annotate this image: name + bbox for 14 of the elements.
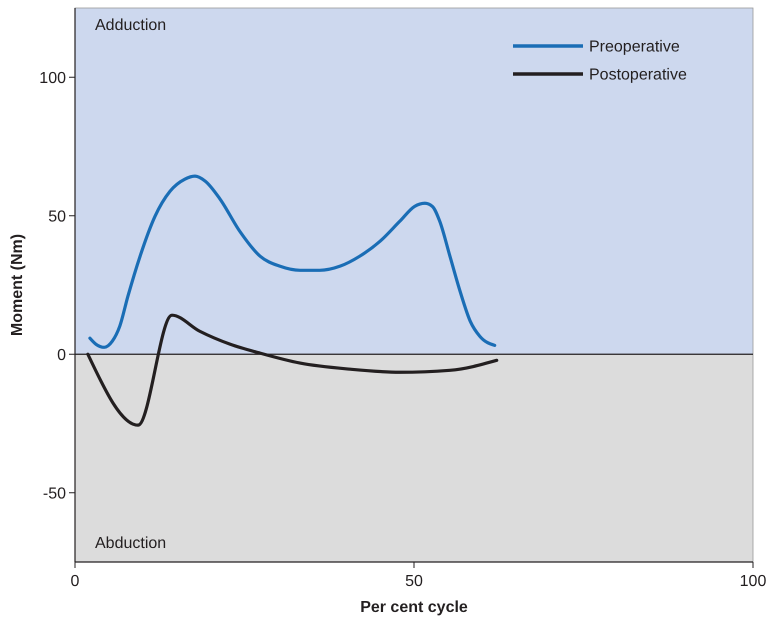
band-label: Adduction bbox=[95, 17, 166, 34]
x-tick-label: 0 bbox=[70, 573, 80, 590]
x-tick-label: 50 bbox=[405, 573, 423, 590]
y-tick-label: 50 bbox=[48, 208, 66, 226]
y-tick-label: 0 bbox=[57, 346, 66, 364]
band-label: Abduction bbox=[95, 535, 166, 552]
y-tick-label: 100 bbox=[39, 70, 66, 87]
legend-label: Postoperative bbox=[589, 66, 687, 84]
x-axis-title: Per cent cycle bbox=[360, 599, 468, 616]
legend-label: Preoperative bbox=[589, 38, 680, 56]
line-series bbox=[88, 174, 496, 349]
y-axis-title: Moment (Nm) bbox=[9, 234, 26, 336]
x-tick-label: 100 bbox=[740, 573, 766, 590]
y-tick-label: -50 bbox=[42, 485, 66, 502]
